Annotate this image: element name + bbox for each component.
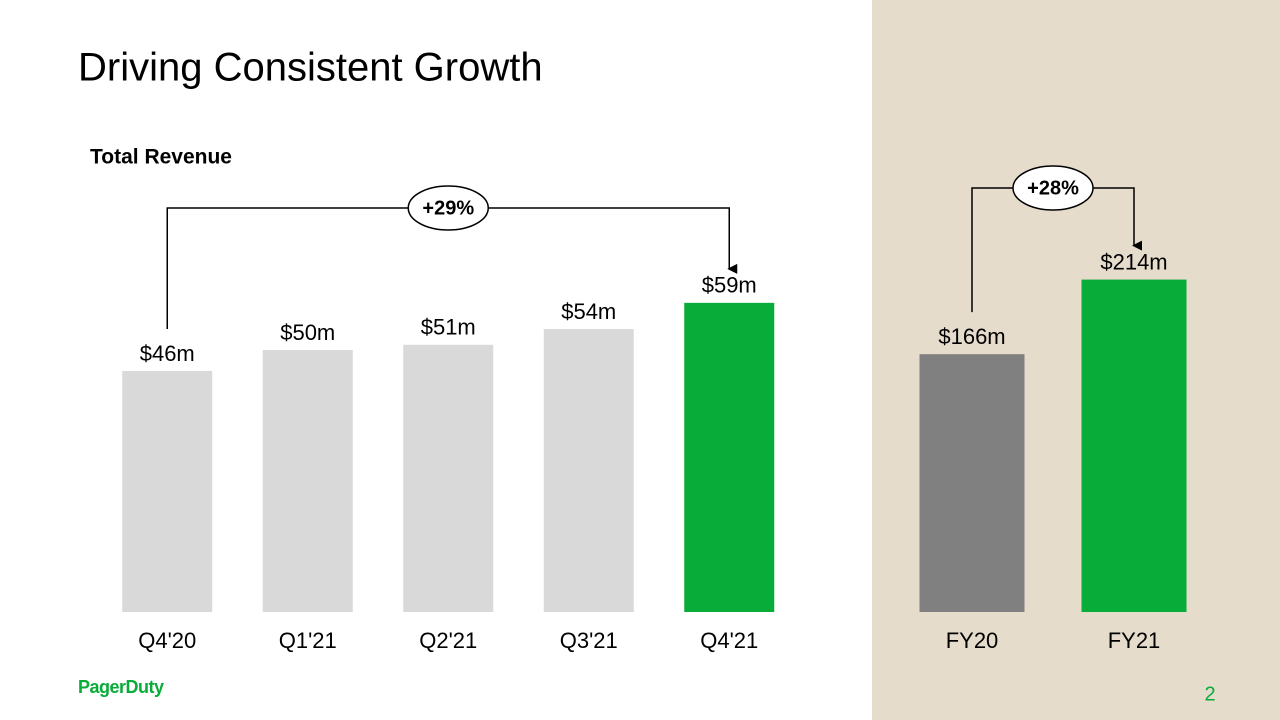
value-label: $166m xyxy=(938,324,1005,349)
bar xyxy=(684,302,775,612)
annotation: +28% xyxy=(1027,177,1079,199)
slide-title: Driving Consistent Growth xyxy=(78,46,543,90)
annotation: +29% xyxy=(422,197,474,219)
x-tick-label: FY21 xyxy=(1108,628,1161,653)
bar xyxy=(122,370,213,612)
x-tick-label: Q2'21 xyxy=(419,628,477,653)
value-label: $59m xyxy=(702,273,757,298)
annotation-bubble xyxy=(407,185,489,231)
logo: PagerDuty xyxy=(78,677,164,697)
x-tick-label: Q1'21 xyxy=(279,628,337,653)
page-number: 2 xyxy=(1204,683,1215,705)
x-tick-label: Q4'20 xyxy=(138,628,196,653)
bar xyxy=(919,354,1025,612)
x-tick-label: Q4'21 xyxy=(700,628,758,653)
bar xyxy=(403,344,494,612)
value-label: $51m xyxy=(421,315,476,340)
bar xyxy=(543,329,634,612)
bar xyxy=(262,350,353,612)
x-tick-label: FY20 xyxy=(946,628,999,653)
bar xyxy=(1081,279,1187,612)
value-label: $214m xyxy=(1100,249,1167,274)
annotation-bubble xyxy=(1012,165,1094,211)
value-label: $54m xyxy=(561,299,616,324)
chart-title: Total Revenue xyxy=(90,146,232,169)
x-tick-label: Q3'21 xyxy=(560,628,618,653)
value-label: $46m xyxy=(140,341,195,366)
value-label: $50m xyxy=(280,320,335,345)
